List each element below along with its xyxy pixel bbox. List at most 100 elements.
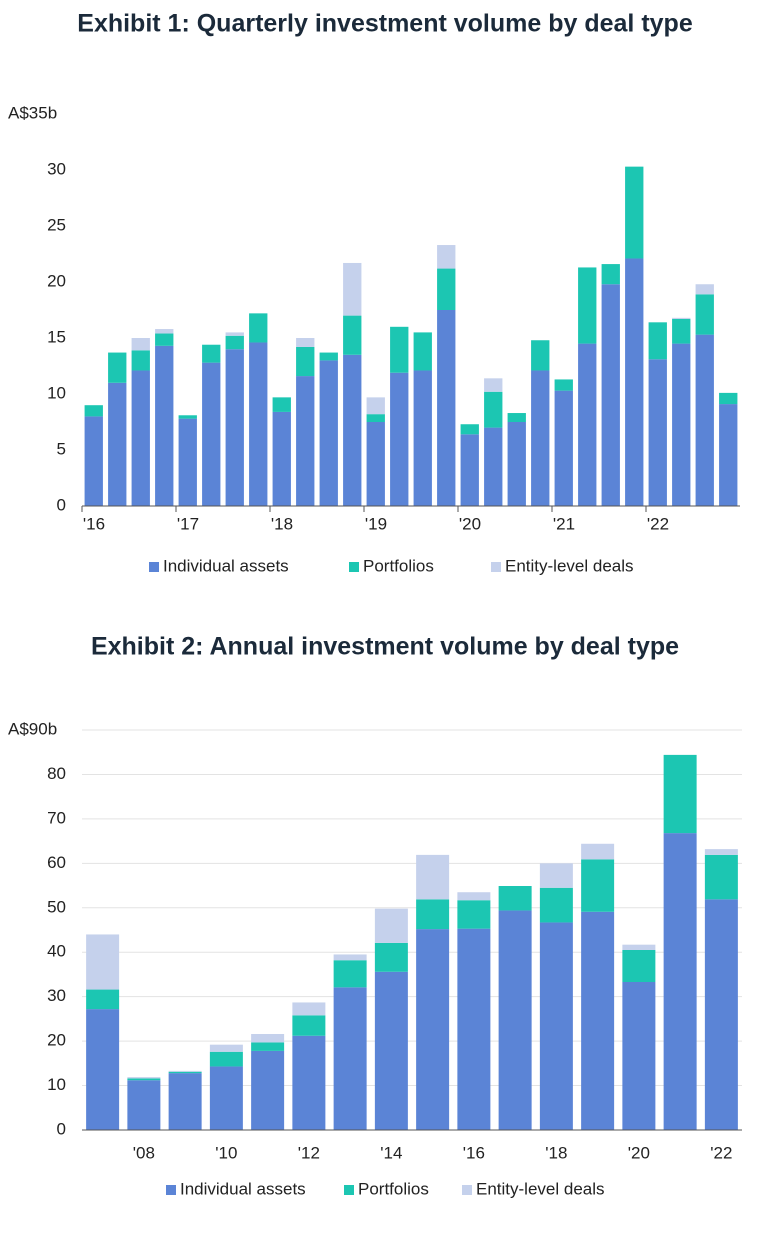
- bar-segment: [108, 352, 127, 383]
- legend-swatch: [349, 562, 359, 572]
- bar-segment: [663, 833, 697, 1130]
- bar-segment: [390, 326, 409, 373]
- bar-segment: [437, 245, 456, 269]
- bar-segment: [625, 258, 644, 506]
- bar-segment: [86, 1009, 120, 1130]
- legend-label: Individual assets: [180, 1179, 306, 1198]
- bar-segment: [581, 911, 615, 1130]
- bar-segment: [127, 1078, 161, 1081]
- legend-label: Entity-level deals: [476, 1179, 605, 1198]
- bar-segment: [131, 370, 150, 506]
- y-tick-label: 60: [47, 853, 66, 872]
- bar-segment: [484, 391, 503, 428]
- bar-segment: [131, 338, 150, 351]
- bar-segment: [554, 379, 573, 391]
- bar-segment: [416, 854, 450, 900]
- bar-segment: [374, 971, 408, 1130]
- y-tick-label: 70: [47, 808, 66, 827]
- bar-segment: [251, 1042, 285, 1051]
- bar-segment: [209, 1051, 243, 1067]
- y-tick-label: 0: [57, 495, 66, 514]
- bar-segment: [251, 1050, 285, 1130]
- bar-segment: [581, 843, 615, 860]
- bar-segment: [416, 899, 450, 930]
- bar-segment: [168, 1070, 202, 1072]
- bar-segment: [86, 989, 120, 1010]
- bar-segment: [202, 362, 221, 506]
- x-tick-label: '22: [647, 514, 669, 533]
- bar-segment: [531, 340, 550, 371]
- bar-segment: [333, 987, 367, 1130]
- x-tick-label: '18: [271, 514, 293, 533]
- legend-swatch: [462, 1185, 472, 1195]
- legend-label: Entity-level deals: [505, 556, 634, 575]
- bar-segment: [374, 908, 408, 943]
- bar-segment: [366, 422, 385, 506]
- bar-segment: [625, 166, 644, 259]
- y-tick-label: 20: [47, 271, 66, 290]
- bar-segment: [343, 354, 362, 506]
- bar-segment: [719, 404, 738, 506]
- x-tick-label: '18: [545, 1143, 567, 1162]
- bar-segment: [168, 1073, 202, 1130]
- bar-segment: [296, 338, 315, 347]
- bar-segment: [155, 333, 174, 346]
- x-tick-label: '16: [83, 514, 105, 533]
- bar-segment: [695, 334, 714, 506]
- y-tick-label: 30: [47, 159, 66, 178]
- bar-segment: [498, 886, 532, 911]
- x-tick-label: '14: [380, 1143, 402, 1162]
- x-tick-label: '08: [133, 1143, 155, 1162]
- x-tick-label: '16: [463, 1143, 485, 1162]
- bar-segment: [84, 405, 103, 417]
- y-tick-label: 15: [47, 327, 66, 346]
- bar-segment: [225, 332, 244, 336]
- bar-segment: [672, 318, 691, 344]
- bar-segment: [484, 427, 503, 506]
- y-tick-label: 25: [47, 215, 66, 234]
- legend-label: Portfolios: [363, 556, 434, 575]
- x-tick-label: '19: [365, 514, 387, 533]
- bar-segment: [622, 982, 656, 1130]
- bar-segment: [343, 315, 362, 355]
- bar-segment: [457, 928, 491, 1130]
- bar-segment: [272, 411, 291, 506]
- bar-segment: [131, 350, 150, 371]
- bar-segment: [704, 854, 738, 900]
- bar-segment: [319, 360, 338, 506]
- y-tick-label: 10: [47, 1075, 66, 1094]
- y-tick-label: 0: [57, 1119, 66, 1138]
- y-tick-label: A$90b: [8, 719, 57, 738]
- legend-swatch: [166, 1185, 176, 1195]
- bar-segment: [209, 1044, 243, 1052]
- y-tick-label: 50: [47, 897, 66, 916]
- bar-segment: [108, 382, 127, 506]
- chart-title: Exhibit 2: Annual investment volume by d…: [91, 633, 679, 661]
- bar-segment: [648, 322, 667, 360]
- bar-segment: [413, 332, 432, 371]
- y-tick-label: 20: [47, 1031, 66, 1050]
- y-tick-label: 10: [47, 383, 66, 402]
- bar-segment: [416, 929, 450, 1130]
- bar-segment: [648, 359, 667, 506]
- bar-segment: [507, 413, 526, 422]
- bar-segment: [84, 416, 103, 506]
- bar-segment: [413, 370, 432, 506]
- bar-segment: [319, 352, 338, 361]
- bar-segment: [127, 1077, 161, 1079]
- bar-segment: [251, 1034, 285, 1043]
- x-tick-label: '20: [628, 1143, 650, 1162]
- bar-segment: [695, 284, 714, 295]
- bar-segment: [249, 342, 268, 506]
- bar-segment: [366, 397, 385, 415]
- bar-segment: [578, 343, 597, 506]
- bar-segment: [531, 370, 550, 506]
- bar-segment: [374, 942, 408, 972]
- bar-segment: [168, 1071, 202, 1074]
- bar-segment: [622, 950, 656, 982]
- bar-segment: [719, 392, 738, 405]
- bar-segment: [672, 317, 691, 319]
- bar-segment: [460, 434, 479, 506]
- bar-segment: [333, 954, 367, 961]
